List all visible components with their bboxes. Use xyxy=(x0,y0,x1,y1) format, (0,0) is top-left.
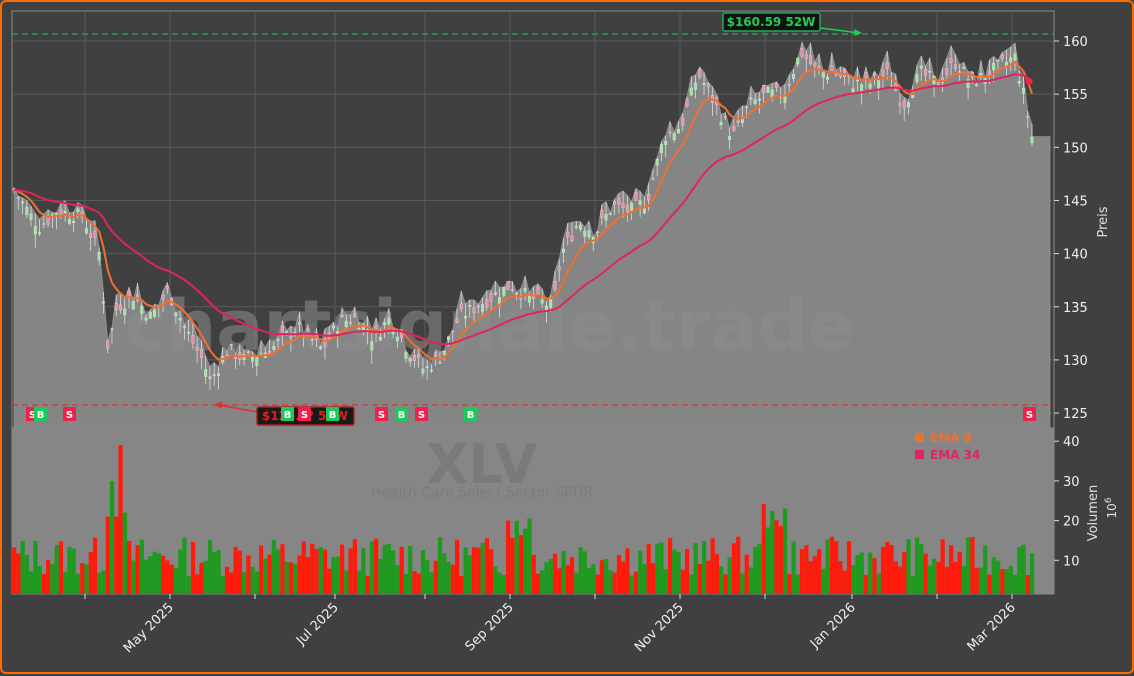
volume-tick: 40 xyxy=(1063,435,1080,450)
x-tick-label: Jul 2025 xyxy=(293,600,342,649)
price-tick: 140 xyxy=(1063,248,1088,263)
sell-signal xyxy=(375,407,388,421)
price-axis: 125 130 135 140 145 150 155 160 xyxy=(1054,35,1088,422)
svg-text:S: S xyxy=(378,410,385,421)
buy-signal xyxy=(326,407,339,421)
volume-bars xyxy=(12,445,1035,594)
high-52w-label: $160.59 52W xyxy=(727,15,816,29)
sell-signal xyxy=(1023,407,1036,421)
x-axis: May 2025 Jul 2025 Sep 2025 Nov 2025 Jan 2026… xyxy=(84,594,1019,656)
buy-signal xyxy=(281,407,294,421)
price-tick: 135 xyxy=(1063,301,1088,316)
high-52w-annotation: $160.59 52W xyxy=(722,12,862,36)
sell-signal xyxy=(63,407,76,421)
volume-axis: 10 20 30 40 xyxy=(1054,435,1080,569)
price-tick: 160 xyxy=(1063,35,1088,50)
svg-text:S: S xyxy=(66,410,73,421)
x-tick-label: Jan 2026 xyxy=(807,600,859,652)
volume-axis-label: Volumen xyxy=(1086,485,1101,542)
x-tick-label: May 2025 xyxy=(121,600,177,656)
candlesticks xyxy=(12,42,1034,390)
ticker-watermark: XLV xyxy=(427,433,538,496)
volume-tick: 20 xyxy=(1063,515,1080,530)
price-tick: 145 xyxy=(1063,194,1088,209)
svg-text:B: B xyxy=(37,410,45,421)
volume-tick: 30 xyxy=(1063,475,1080,490)
price-axis-label: Preis xyxy=(1096,206,1111,237)
buy-signal xyxy=(395,407,408,421)
x-tick-label: Mar 2026 xyxy=(965,600,1019,654)
legend-ema8: EMA 8 xyxy=(930,431,972,445)
legend-ema34: EMA 34 xyxy=(930,448,980,462)
buy-signal xyxy=(464,407,477,421)
svg-text:B: B xyxy=(467,410,475,421)
svg-text:S: S xyxy=(29,410,36,421)
ema-8-line xyxy=(13,61,1033,361)
svg-text:S: S xyxy=(1026,410,1033,421)
ema-lines xyxy=(13,61,1033,361)
buy-signal xyxy=(34,407,47,421)
price-tick: 155 xyxy=(1063,88,1088,103)
price-tick: 150 xyxy=(1063,141,1088,156)
legend-swatch-ema34 xyxy=(915,450,924,459)
legend: EMA 8 EMA 34 xyxy=(915,431,980,462)
volume-tick: 10 xyxy=(1063,554,1080,569)
ema-34-line xyxy=(13,73,1033,346)
volume-multiplier: 106 xyxy=(1104,497,1119,518)
svg-text:B: B xyxy=(398,410,406,421)
price-tick: 130 xyxy=(1063,354,1088,369)
subtitle-watermark: Health Care Select Sector SPDR xyxy=(371,485,593,501)
svg-text:S: S xyxy=(418,410,425,421)
x-tick-label: Sep 2025 xyxy=(463,600,517,654)
svg-text:B: B xyxy=(329,410,337,421)
legend-swatch-ema8 xyxy=(915,433,924,442)
price-tick: 125 xyxy=(1063,407,1088,422)
x-tick-label: Nov 2025 xyxy=(632,600,687,655)
svg-text:B: B xyxy=(284,410,292,421)
svg-text:S: S xyxy=(301,410,308,421)
sell-signal xyxy=(298,407,311,421)
sell-signal xyxy=(415,407,428,421)
